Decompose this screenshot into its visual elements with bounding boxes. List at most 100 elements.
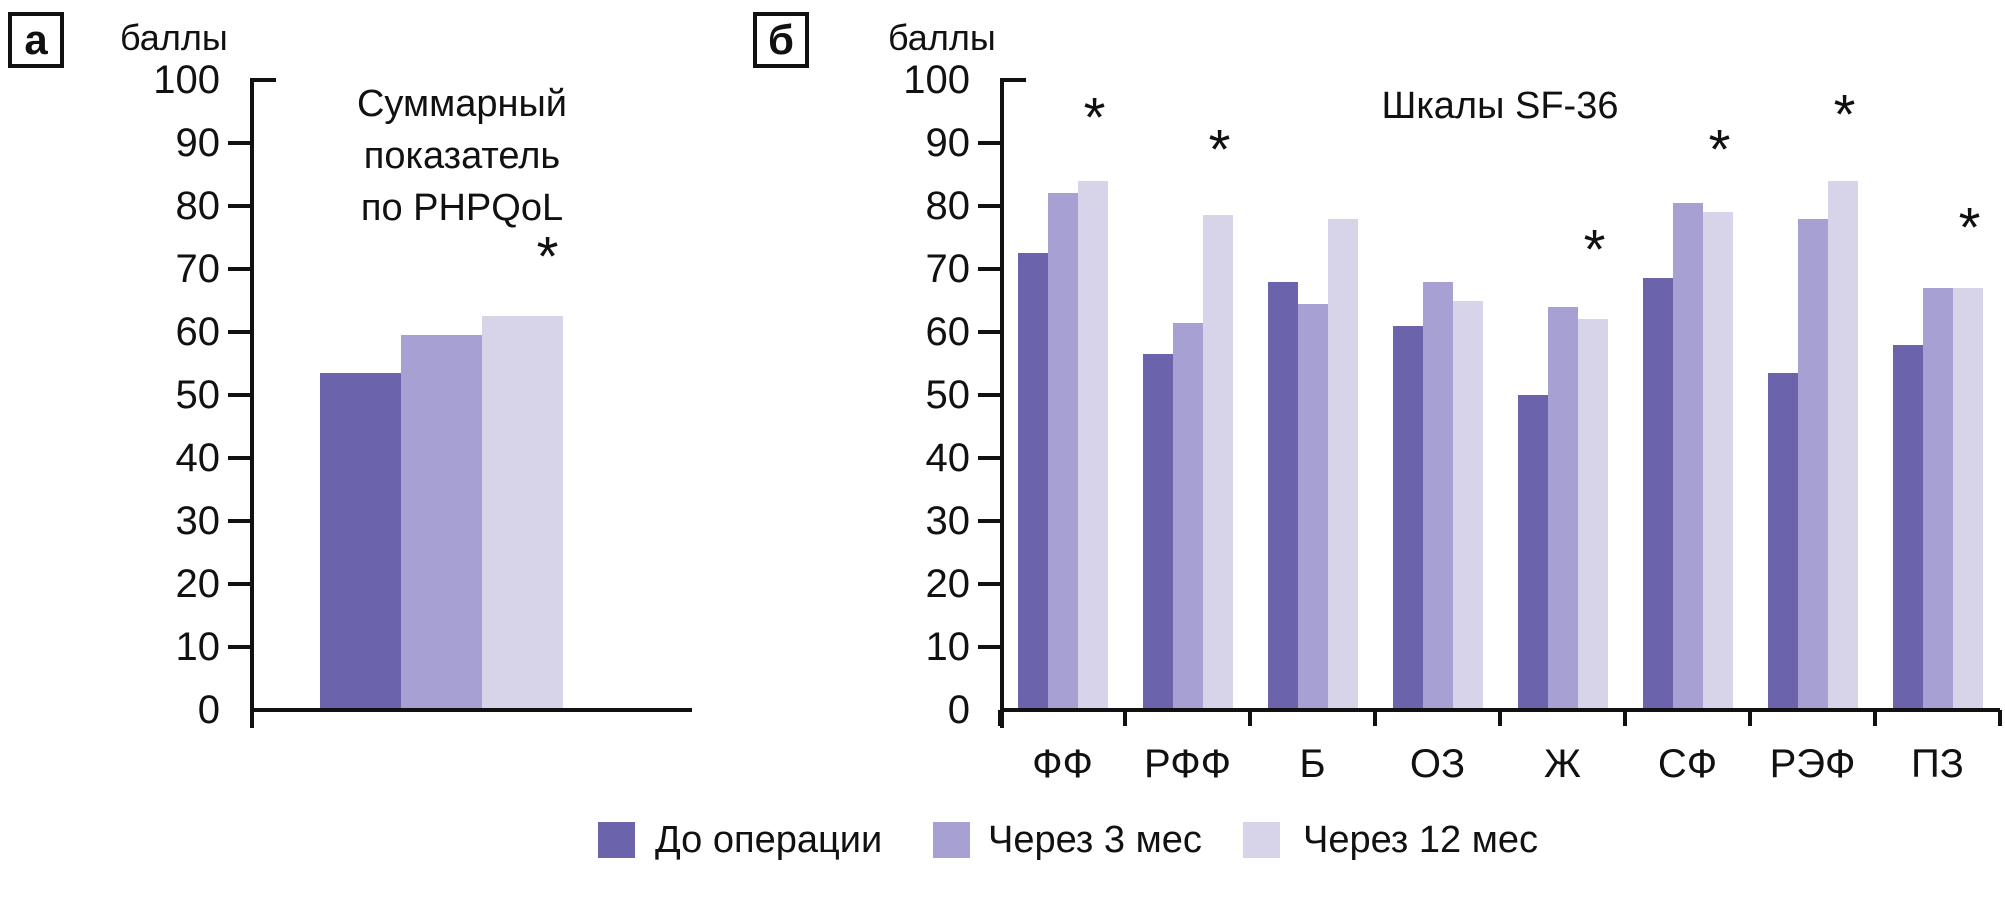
panel-title-line-1: Шкалы SF-36 <box>1381 85 1619 127</box>
bar-total-series1 <box>401 335 482 708</box>
x-category-label-ФФ: ФФ <box>1032 742 1093 786</box>
x-category-label-ПЗ: ПЗ <box>1911 742 1964 786</box>
significance-asterisk-СФ: * <box>1708 116 1731 180</box>
y-tick-label-10: 10 <box>925 625 971 669</box>
y-tick-label-10: 10 <box>175 625 221 669</box>
y-tick-90 <box>228 141 250 145</box>
bar-ОЗ-series0 <box>1392 325 1423 708</box>
y-tick-20 <box>978 582 1000 586</box>
bar-total-series0 <box>320 372 401 708</box>
panel-title-line-2: показатель <box>363 135 561 177</box>
y-tick-60 <box>228 330 250 334</box>
x-category-label-ОЗ: ОЗ <box>1409 742 1466 786</box>
y-tick-70 <box>228 267 250 271</box>
legend-swatch-before-surgery <box>598 822 635 858</box>
y-tick-100 <box>1004 78 1026 82</box>
y-tick-label-0: 0 <box>197 688 220 732</box>
bar-РЭФ-series0 <box>1767 372 1798 708</box>
legend-label-before-surgery: До операции <box>655 819 883 861</box>
significance-asterisk-ФФ: * <box>1083 85 1106 149</box>
y-tick-60 <box>978 330 1000 334</box>
x-tick-0 <box>998 710 1002 726</box>
significance-asterisk-а: * <box>536 223 559 287</box>
bar-Б-series1 <box>1297 303 1328 708</box>
y-tick-label-90: 90 <box>925 121 971 165</box>
y-tick-80 <box>978 204 1000 208</box>
legend-swatch-12-months <box>1243 822 1280 858</box>
y-tick-label-80: 80 <box>175 184 221 228</box>
bar-Ж-series1 <box>1547 306 1578 708</box>
y-tick-label-0: 0 <box>947 688 970 732</box>
y-tick-100 <box>254 78 276 82</box>
y-tick-50 <box>228 393 250 397</box>
y-tick-label-60: 60 <box>925 310 971 354</box>
y-tick-40 <box>228 456 250 460</box>
y-tick-label-70: 70 <box>925 247 971 291</box>
y-tick-label-30: 30 <box>175 499 221 543</box>
panel-b-y-unit-label: баллы <box>888 17 996 58</box>
x-tick-4 <box>1498 710 1502 726</box>
significance-asterisk-ПЗ: * <box>1958 195 1981 259</box>
panel-title-line-1: Суммарный <box>356 83 568 125</box>
legend-label-12-months: Через 12 мес <box>1303 819 1538 861</box>
panel-a-letter-box: а <box>8 12 64 68</box>
x-category-label-Б: Б <box>1299 742 1326 786</box>
x-category-label-РЭФ: РЭФ <box>1769 742 1856 786</box>
y-tick-label-90: 90 <box>175 121 221 165</box>
legend-swatch-3-months <box>933 822 970 858</box>
bar-Ж-series2 <box>1577 319 1608 708</box>
bar-ФФ-series2 <box>1077 180 1108 708</box>
significance-asterisk-Ж: * <box>1583 217 1606 281</box>
y-tick-30 <box>228 519 250 523</box>
y-tick-label-40: 40 <box>925 436 971 480</box>
y-tick-label-80: 80 <box>925 184 971 228</box>
x-tick-5 <box>1623 710 1627 726</box>
bar-ПЗ-series2 <box>1952 287 1983 708</box>
bar-СФ-series0 <box>1642 278 1673 708</box>
bar-Б-series0 <box>1267 281 1298 708</box>
bar-РФФ-series2 <box>1202 215 1233 708</box>
x-category-label-СФ: СФ <box>1657 742 1718 786</box>
bar-ПЗ-series0 <box>1892 344 1923 708</box>
bar-РФФ-series0 <box>1142 354 1173 708</box>
y-tick-80 <box>228 204 250 208</box>
y-axis-line-б <box>1000 78 1004 728</box>
y-tick-10 <box>228 645 250 649</box>
bar-СФ-series2 <box>1702 212 1733 708</box>
x-axis-line-а <box>250 708 692 712</box>
y-tick-label-70: 70 <box>175 247 221 291</box>
bar-РЭФ-series2 <box>1827 180 1858 708</box>
x-tick-6 <box>1748 710 1752 726</box>
bar-total-series2 <box>482 316 563 708</box>
y-tick-10 <box>978 645 1000 649</box>
bar-ОЗ-series2 <box>1452 300 1483 708</box>
x-category-label-РФФ: РФФ <box>1143 742 1232 786</box>
y-tick-label-100: 100 <box>903 58 970 102</box>
panel-b-letter-box: б <box>753 12 809 68</box>
bar-Б-series2 <box>1327 218 1358 708</box>
panel-a-y-unit-label: баллы <box>120 17 228 58</box>
y-tick-label-30: 30 <box>925 499 971 543</box>
y-tick-label-50: 50 <box>925 373 971 417</box>
y-tick-label-20: 20 <box>175 562 221 606</box>
bar-РЭФ-series1 <box>1797 218 1828 708</box>
x-tick-7 <box>1873 710 1877 726</box>
x-category-label-Ж: Ж <box>1544 742 1581 786</box>
bar-ФФ-series1 <box>1047 193 1078 708</box>
x-tick-1 <box>1123 710 1127 726</box>
significance-asterisk-РФФ: * <box>1208 116 1231 180</box>
y-tick-label-100: 100 <box>153 58 220 102</box>
significance-asterisk-РЭФ: * <box>1833 82 1856 146</box>
x-tick-3 <box>1373 710 1377 726</box>
bar-Ж-series0 <box>1517 395 1548 708</box>
y-tick-label-40: 40 <box>175 436 221 480</box>
x-tick-2 <box>1248 710 1252 726</box>
bar-РФФ-series1 <box>1172 322 1203 708</box>
y-tick-50 <box>978 393 1000 397</box>
y-tick-30 <box>978 519 1000 523</box>
legend-label-3-months: Через 3 мес <box>988 819 1202 861</box>
x-tick-8 <box>1998 710 2002 726</box>
y-tick-90 <box>978 141 1000 145</box>
y-tick-20 <box>228 582 250 586</box>
